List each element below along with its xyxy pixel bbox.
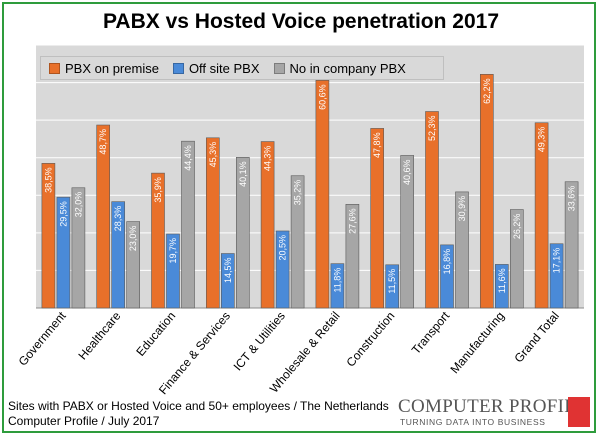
- data-label: 28,3%: [113, 206, 123, 232]
- bar: [41, 163, 56, 309]
- legend-swatch: [273, 62, 285, 74]
- bar: [236, 157, 250, 309]
- data-label: 48,7%: [98, 129, 108, 155]
- data-label: 14,5%: [223, 258, 233, 284]
- data-label: 16,8%: [442, 249, 452, 275]
- bar: [509, 209, 524, 309]
- logo-name: COMPUTER PROFILE: [398, 396, 589, 417]
- bar: [370, 128, 385, 309]
- x-tick-label: ICT & Utilities: [231, 309, 288, 374]
- bar: [56, 196, 71, 309]
- bar: [534, 122, 549, 309]
- data-label: 40,6%: [402, 159, 412, 185]
- data-label: 29,5%: [58, 201, 68, 227]
- x-tick-label: Transport: [409, 308, 453, 357]
- bar: [385, 264, 400, 309]
- data-label: 11,8%: [332, 268, 342, 293]
- bar: [564, 181, 579, 309]
- data-label: 26,2%: [512, 214, 522, 240]
- logo-mark: [568, 397, 590, 427]
- bar: [345, 204, 360, 309]
- bar: [181, 140, 195, 309]
- data-label: 38,5%: [43, 167, 53, 193]
- chart-title: PABX vs Hosted Voice penetration 2017: [102, 10, 500, 33]
- legend-label: Off site PBX: [188, 60, 260, 76]
- bar: [400, 155, 415, 309]
- data-label: 44,4%: [183, 145, 193, 171]
- footer-note: Sites with PABX or Hosted Voice and 50+ …: [8, 399, 389, 429]
- legend-label: No in company PBX: [289, 60, 406, 76]
- bar: [151, 172, 165, 309]
- bar: [479, 74, 494, 309]
- data-label: 11,6%: [497, 268, 507, 293]
- data-label: 40,1%: [238, 161, 248, 187]
- data-label: 11,5%: [387, 269, 397, 294]
- bar: [290, 175, 305, 309]
- data-label: 35,2%: [293, 180, 303, 206]
- bar: [425, 111, 439, 309]
- bar: [455, 191, 469, 309]
- legend-swatch: [172, 62, 184, 74]
- data-label: 49,3%: [537, 127, 547, 153]
- x-tick-label: Manufacturing: [447, 309, 507, 376]
- data-label: 27,6%: [347, 208, 357, 234]
- data-label: 17,1%: [552, 248, 562, 274]
- data-label: 19,7%: [168, 238, 178, 264]
- x-tick-label: Education: [133, 309, 178, 359]
- legend-swatch: [49, 62, 60, 74]
- x-tick-label: Government: [16, 308, 70, 368]
- x-tick-label: Grand Total: [511, 309, 561, 365]
- bar: [330, 263, 345, 309]
- chart-legend: PBX on premise Off site PBX No in company …: [40, 56, 444, 80]
- x-tick-label: Construction: [343, 309, 397, 370]
- bar: [96, 124, 110, 309]
- data-label: 23,0%: [128, 226, 138, 252]
- footer-line-2: Computer Profile / July 2017: [8, 414, 160, 428]
- bar: [275, 230, 290, 309]
- legend-item: No in company PBX: [273, 60, 406, 76]
- company-logo: COMPUTER PROFILE TURNING DATA INTO BUSIN…: [398, 396, 590, 430]
- data-label: 20,5%: [278, 235, 288, 261]
- bar: [440, 244, 454, 309]
- data-label: 62,2%: [482, 78, 492, 104]
- data-label: 35,9%: [153, 177, 163, 203]
- bar: [260, 141, 275, 309]
- data-label: 30,9%: [457, 196, 467, 222]
- bar: [166, 233, 180, 309]
- bar: [221, 253, 235, 309]
- legend-label: PBX on premise: [65, 60, 159, 76]
- data-label: 32,0%: [73, 192, 83, 218]
- bar: [494, 264, 509, 309]
- data-label: 33,6%: [567, 186, 577, 212]
- bar: [549, 243, 564, 309]
- bar: [71, 187, 86, 309]
- legend-item: PBX on premise: [49, 61, 159, 76]
- data-label: 52,3%: [427, 116, 437, 142]
- logo-tagline: TURNING DATA INTO BUSINESS: [400, 417, 546, 427]
- legend-item: Off site PBX: [172, 60, 260, 76]
- bar: [206, 137, 220, 309]
- data-label: 47,8%: [372, 132, 382, 158]
- bar: [111, 201, 125, 309]
- bar: [315, 80, 330, 309]
- data-label: 44,3%: [263, 146, 273, 172]
- footer-line-1: Sites with PABX or Hosted Voice and 50+ …: [8, 399, 389, 413]
- data-label: 60,6%: [317, 84, 327, 110]
- x-tick-label: Healthcare: [75, 309, 123, 363]
- data-label: 45,3%: [208, 142, 218, 168]
- bar: [126, 221, 140, 309]
